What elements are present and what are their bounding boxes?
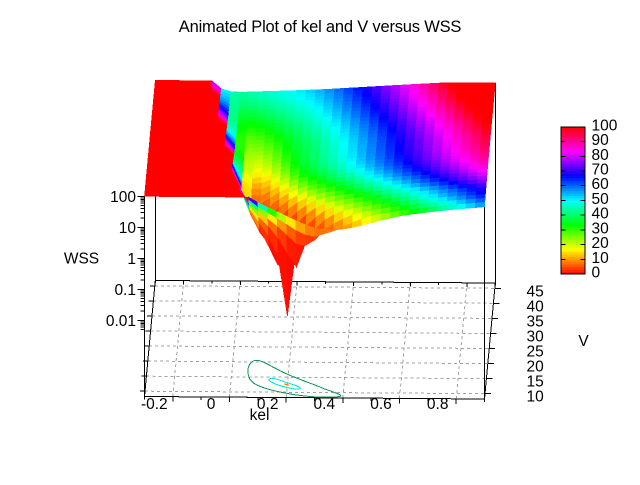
svg-text:1: 1 (127, 251, 136, 268)
svg-text:100: 100 (592, 117, 618, 134)
svg-text:45: 45 (527, 283, 544, 300)
svg-text:0.2: 0.2 (257, 396, 279, 413)
svg-text:0.6: 0.6 (370, 396, 392, 413)
svg-text:80: 80 (592, 147, 610, 164)
svg-text:30: 30 (592, 220, 610, 237)
svg-text:20: 20 (592, 235, 610, 252)
svg-text:25: 25 (527, 344, 544, 361)
svg-text:60: 60 (592, 176, 610, 193)
svg-text:30: 30 (527, 329, 545, 346)
svg-text:100: 100 (110, 189, 136, 206)
svg-text:15: 15 (527, 374, 544, 391)
svg-text:50: 50 (592, 191, 610, 208)
svg-text:-0.2: -0.2 (141, 396, 168, 413)
svg-text:10: 10 (119, 220, 137, 237)
svg-text:20: 20 (527, 359, 545, 376)
svg-text:kel: kel (250, 407, 270, 424)
svg-text:0: 0 (207, 396, 216, 413)
svg-text:0.4: 0.4 (314, 396, 336, 413)
svg-text:70: 70 (592, 162, 610, 179)
svg-text:0: 0 (592, 265, 601, 282)
svg-text:V: V (578, 333, 589, 350)
svg-text:10: 10 (527, 389, 545, 406)
svg-text:Animated Plot of kel and V ver: Animated Plot of kel and V versus WSS (179, 18, 462, 36)
svg-text:0.01: 0.01 (106, 313, 136, 330)
svg-text:90: 90 (592, 132, 610, 149)
svg-text:0.1: 0.1 (114, 282, 136, 299)
svg-text:40: 40 (527, 298, 545, 315)
svg-text:0.8: 0.8 (427, 396, 449, 413)
svg-text:WSS: WSS (64, 251, 99, 268)
svg-text:10: 10 (592, 250, 610, 267)
svg-text:35: 35 (527, 313, 544, 330)
svg-text:40: 40 (592, 206, 610, 223)
